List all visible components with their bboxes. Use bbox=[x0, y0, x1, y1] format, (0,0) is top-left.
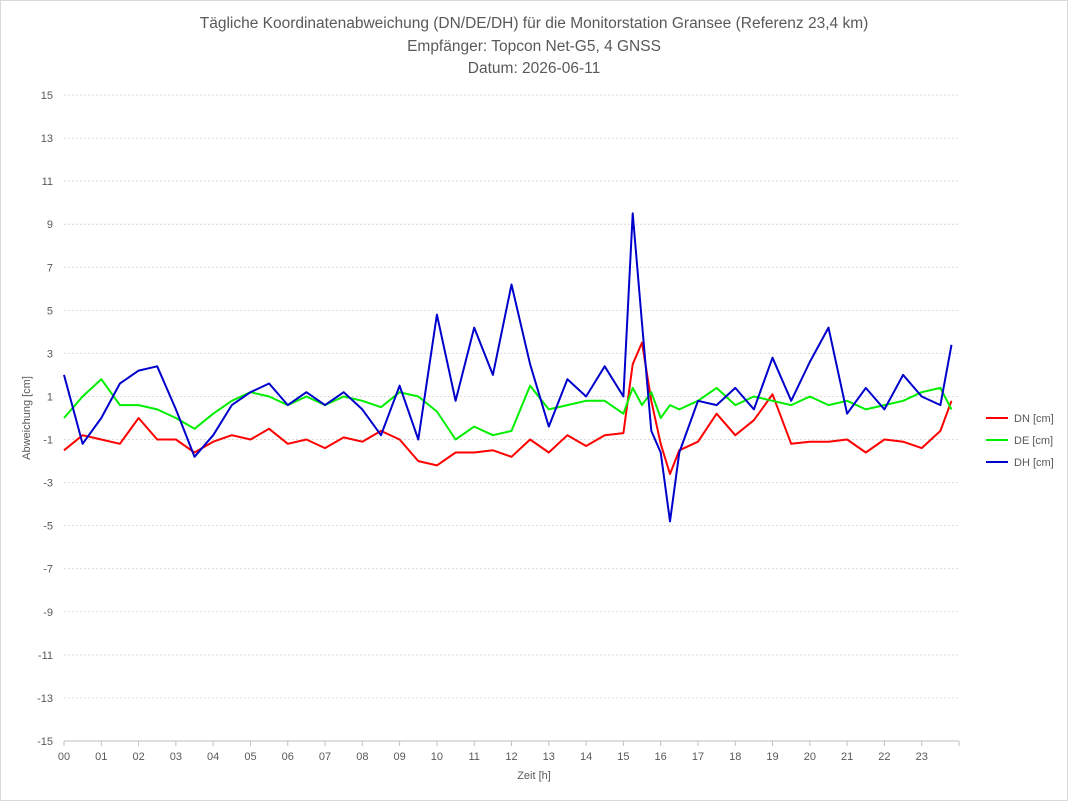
y-tick-label: 7 bbox=[47, 262, 53, 274]
series-line-dn bbox=[63, 341, 953, 475]
legend: DN [cm] DE [cm] DH [cm] bbox=[986, 413, 1054, 469]
x-tick-label: 07 bbox=[319, 751, 331, 763]
y-tick-label: -3 bbox=[43, 478, 53, 490]
chart-title-line-3: Datum: 2026-06-11 bbox=[468, 60, 600, 77]
x-tick-label: 05 bbox=[244, 751, 256, 763]
y-tick-label: 1 bbox=[47, 391, 53, 403]
y-tick-label: -9 bbox=[43, 607, 53, 619]
x-tick-label: 21 bbox=[841, 751, 853, 763]
x-tick-label: 20 bbox=[804, 751, 816, 763]
y-axis-ticks: 15 13 11 9 7 5 3 1 -1 -3 -5 -7 -9 -11 -13 -15 bbox=[37, 90, 53, 748]
x-tick-label: 10 bbox=[431, 751, 443, 763]
x-tick-label: 12 bbox=[505, 751, 517, 763]
x-tick-label: 02 bbox=[132, 751, 144, 763]
x-axis-label: Zeit [h] bbox=[517, 770, 551, 782]
y-tick-label: 11 bbox=[42, 176, 53, 188]
series-lines bbox=[63, 212, 953, 523]
x-tick-label: 01 bbox=[95, 751, 107, 763]
x-tick-label: 14 bbox=[580, 751, 592, 763]
y-tick-label: -7 bbox=[43, 564, 53, 576]
x-tick-label: 09 bbox=[394, 751, 406, 763]
series-line-dh bbox=[63, 212, 953, 523]
x-tick-label: 11 bbox=[468, 751, 479, 763]
y-tick-label: 3 bbox=[47, 348, 53, 360]
y-tick-label: 13 bbox=[41, 133, 53, 145]
y-tick-label: -15 bbox=[37, 736, 53, 748]
x-tick-label: 18 bbox=[729, 751, 741, 763]
y-tick-label: 9 bbox=[47, 219, 53, 231]
legend-label: DN [cm] bbox=[1014, 413, 1054, 425]
x-tick-label: 22 bbox=[878, 751, 890, 763]
x-axis-ticks: 00 01 02 03 04 05 06 07 08 09 10 11 12 13 14 15 16 17 18 19… bbox=[58, 740, 960, 763]
x-tick-label: 17 bbox=[692, 751, 704, 763]
x-tick-label: 13 bbox=[543, 751, 555, 763]
x-tick-label: 23 bbox=[916, 751, 928, 763]
y-tick-label: -1 bbox=[43, 435, 53, 447]
y-tick-label: 15 bbox=[41, 90, 53, 102]
x-tick-label: 08 bbox=[356, 751, 368, 763]
x-tick-label: 19 bbox=[766, 751, 778, 763]
x-tick-label: 15 bbox=[617, 751, 629, 763]
y-tick-label: 5 bbox=[47, 305, 53, 317]
y-tick-label: -11 bbox=[38, 650, 53, 662]
legend-label: DH [cm] bbox=[1014, 457, 1054, 469]
chart-title-line-2: Empfänger: Topcon Net-G5, 4 GNSS bbox=[407, 38, 661, 55]
y-tick-label: -13 bbox=[37, 693, 53, 705]
x-tick-label: 06 bbox=[282, 751, 294, 763]
y-tick-label: -5 bbox=[43, 521, 53, 533]
y-axis-label: Abweichung [cm] bbox=[21, 376, 33, 460]
legend-label: DE [cm] bbox=[1014, 435, 1053, 447]
x-tick-label: 03 bbox=[170, 751, 182, 763]
x-tick-label: 04 bbox=[207, 751, 219, 763]
x-tick-label: 00 bbox=[58, 751, 70, 763]
chart-title-line-1: Tägliche Koordinatenabweichung (DN/DE/DH… bbox=[200, 15, 869, 32]
x-tick-label: 16 bbox=[655, 751, 667, 763]
